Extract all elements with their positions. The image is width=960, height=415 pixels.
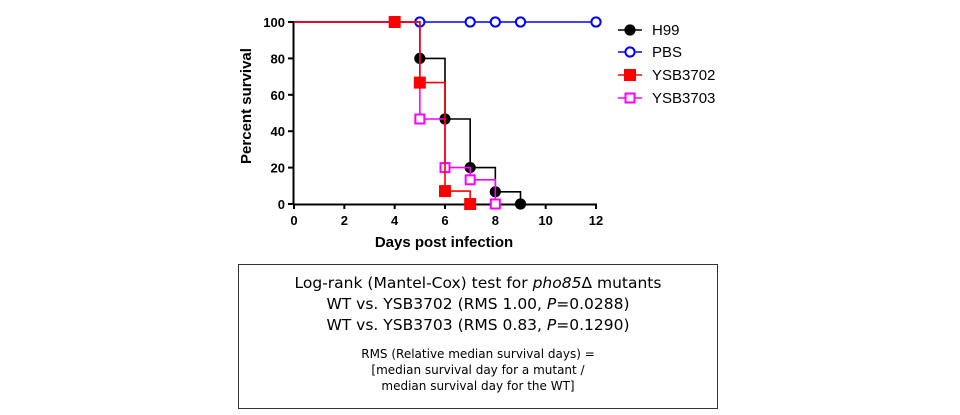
step-line — [294, 21, 522, 204]
y-tick-label: 40 — [271, 124, 285, 139]
comparison-text: WT vs. YSB3703 (RMS 0.83, — [326, 316, 547, 334]
legend-label: PBS — [652, 44, 682, 61]
data-point — [514, 198, 527, 210]
x-tick-label: 8 — [492, 213, 499, 228]
legend-label: YSB3702 — [652, 67, 715, 84]
data-point — [439, 185, 451, 198]
x-tick-label: 10 — [538, 213, 552, 228]
heading-suffix: Δ mutants — [581, 274, 662, 292]
p-symbol: P — [546, 316, 557, 334]
series-ysb3703 — [294, 16, 501, 210]
legend-item-pbs: PBS — [618, 44, 682, 61]
y-axis-title: Percent survival — [238, 48, 255, 164]
data-point — [624, 46, 636, 58]
y-tick-label: 100 — [263, 15, 285, 30]
comparison-text: WT vs. YSB3702 (RMS 1.00, — [326, 295, 547, 313]
data-point — [413, 76, 426, 89]
curves — [294, 16, 602, 210]
legend: H99 PBS YSB3702 YSB3703 — [618, 22, 715, 107]
p-value: =0.1290) — [556, 316, 630, 334]
rms-formula-numerator: [median survival day for a mutant / — [371, 363, 585, 377]
x-tick-label: 4 — [391, 213, 399, 228]
legend-label: H99 — [652, 22, 680, 39]
data-point — [464, 16, 476, 28]
p-value: =0.0288) — [556, 295, 630, 313]
data-point — [464, 174, 476, 186]
data-point — [489, 198, 501, 210]
comparison-ysb3703: WT vs. YSB3703 (RMS 0.83, P=0.1290) — [239, 315, 717, 336]
statistics-box: Log-rank (Mantel-Cox) test for pho85Δ mu… — [238, 264, 718, 409]
data-point — [464, 198, 477, 210]
x-tick-label: 12 — [589, 213, 603, 228]
step-line — [294, 21, 471, 204]
y-tick-label: 20 — [271, 161, 285, 176]
heading-gene: pho85 — [532, 274, 582, 292]
data-point — [388, 16, 401, 28]
axes: 0 2 4 6 8 10 12 0 20 40 60 80 100 — [263, 15, 603, 228]
comparison-ysb3702: WT vs. YSB3702 (RMS 1.00, P=0.0288) — [239, 294, 717, 315]
data-point — [590, 16, 602, 28]
x-tick-label: 2 — [341, 213, 348, 228]
data-point — [514, 16, 527, 28]
rms-formula-denominator: median survival day for the WT] — [381, 379, 575, 393]
p-symbol: P — [546, 295, 557, 313]
heading-prefix: Log-rank (Mantel-Cox) test for — [294, 274, 533, 292]
y-tick-label: 0 — [278, 197, 285, 212]
y-tick-label: 60 — [271, 88, 285, 103]
x-tick-label: 6 — [441, 213, 448, 228]
y-tick-label: 80 — [271, 51, 285, 66]
x-tick-label: 0 — [290, 213, 297, 228]
logrank-heading: Log-rank (Mantel-Cox) test for pho85Δ mu… — [239, 273, 717, 294]
x-axis-title: Days post infection — [375, 234, 513, 251]
legend-item-ysb3702: YSB3702 — [618, 67, 715, 84]
data-point — [624, 92, 636, 104]
legend-item-ysb3703: YSB3703 — [618, 90, 715, 107]
legend-label: YSB3703 — [652, 90, 715, 107]
survival-chart: 0 2 4 6 8 10 12 0 20 40 60 80 100 H99 PBS YSB3702 YSB37… — [238, 15, 715, 251]
data-point — [489, 16, 501, 28]
rms-definition: RMS (Relative median survival days) = — [361, 347, 595, 361]
data-point — [624, 24, 636, 36]
data-point — [414, 113, 426, 125]
series-ysb3702 — [294, 16, 477, 210]
legend-item-h99: H99 — [618, 22, 680, 39]
data-point — [624, 69, 636, 81]
